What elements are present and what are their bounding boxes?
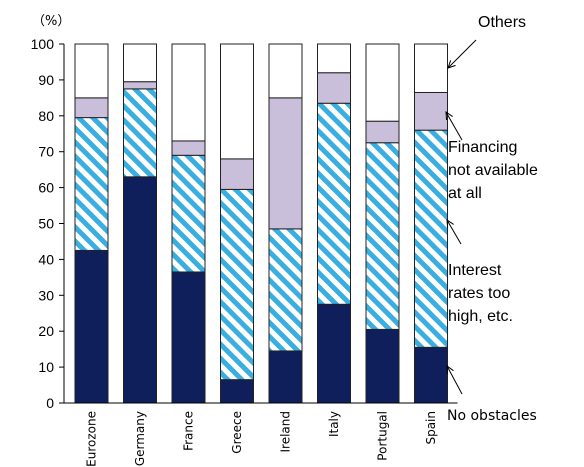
annotation-others: Others [447, 14, 526, 69]
annotation-arrow-head [445, 111, 453, 121]
y-tick-label: 70 [38, 144, 54, 160]
annotation-financing: Financing not available at all [445, 111, 538, 202]
annotation-text: high, etc. [448, 308, 513, 325]
bar-stack-portugal [365, 43, 400, 404]
bar-segment-financing-not-available-at-all [171, 140, 206, 156]
annotation-no-obstacles: No obstacles [446, 364, 537, 424]
y-tick-label: 50 [38, 216, 54, 232]
annotation-text: No obstacles [447, 408, 537, 424]
bar-segment-others [74, 43, 109, 99]
bar-stack-ireland [268, 43, 303, 404]
bar-segment-interest-rates-too-high-etc [317, 102, 351, 305]
bar-segment-no-obstacles [268, 350, 303, 404]
y-tick-label: 60 [38, 180, 54, 196]
bar-segment-interest-rates-too-high-etc [268, 228, 303, 352]
annotation-arrow-line [446, 219, 462, 245]
annotation-arrow-line [447, 39, 477, 69]
bar-segment-no-obstacles [171, 271, 206, 404]
bar-segment-interest-rates-too-high-etc [365, 142, 400, 330]
bar-segment-no-obstacles [74, 249, 109, 404]
y-tick-label: 10 [38, 359, 54, 375]
annotation-arrow-line [446, 365, 463, 395]
bar-segment-others [268, 43, 303, 99]
annotation-text: Others [478, 14, 526, 31]
bar-segment-financing-not-available-at-all [317, 72, 351, 104]
annotation-arrow-head [446, 219, 454, 229]
bar-segment-others [317, 43, 351, 74]
y-unit-label: （%） [32, 14, 70, 29]
bar-segment-financing-not-available-at-all [220, 158, 254, 190]
x-tick-label: Eurozone [85, 411, 99, 467]
annotation-arrow-head [446, 364, 454, 375]
x-tick-label: Greece [230, 411, 244, 454]
bar-segment-financing-not-available-at-all [365, 120, 400, 144]
bar-segment-others [171, 43, 206, 142]
bar-stack-eurozone [74, 43, 109, 404]
y-axis: 0 10 20 30 40 50 60 70 80 90 100 [31, 36, 65, 411]
bar-stack-greece [220, 43, 254, 404]
bar-segment-no-obstacles [365, 328, 400, 404]
bar-segment-financing-not-available-at-all [123, 81, 157, 90]
bar-segment-no-obstacles [123, 176, 157, 404]
x-tick-label: Spain [424, 411, 438, 445]
y-tick-label: 20 [38, 323, 54, 339]
bar-segment-no-obstacles [220, 379, 254, 404]
annotations-group: Others Financing not available at all Intere… [445, 14, 538, 424]
bar-segment-others [414, 43, 448, 93]
bar-segment-no-obstacles [317, 303, 351, 404]
bar-segment-interest-rates-too-high-etc [123, 88, 157, 178]
bar-segment-financing-not-available-at-all [268, 97, 303, 230]
x-axis: Eurozone Germany France Greece Ireland Italy P… [64, 402, 458, 467]
annotation-text: not available [448, 162, 538, 179]
x-tick-label: Germany [133, 411, 147, 466]
annotation-text: rates too [448, 285, 510, 302]
bar-segment-no-obstacles [414, 346, 448, 404]
bar-stack-france [171, 43, 206, 404]
bar-segment-others [220, 43, 254, 160]
bars-group [74, 43, 448, 404]
annotation-arrow-line [445, 111, 463, 141]
bar-stack-germany [123, 43, 157, 404]
bar-stack-italy [317, 43, 351, 404]
bar-segment-interest-rates-too-high-etc [171, 154, 206, 273]
x-tick-label: France [182, 411, 196, 451]
x-tick-label: Ireland [279, 411, 293, 453]
y-tick-label: 40 [38, 251, 54, 267]
bar-segment-interest-rates-too-high-etc [220, 188, 254, 381]
bar-segment-financing-not-available-at-all [74, 97, 109, 119]
x-tick-label: Portugal [376, 411, 390, 461]
y-tick-label: 30 [38, 287, 54, 303]
bar-segment-interest-rates-too-high-etc [74, 117, 109, 251]
y-tick-label: 90 [38, 72, 54, 88]
annotation-text: Financing [448, 139, 517, 156]
bar-segment-others [123, 43, 157, 83]
bar-stack-spain [414, 43, 448, 404]
bar-segment-interest-rates-too-high-etc [414, 129, 448, 348]
annotation-text: Interest [448, 262, 502, 279]
bar-segment-others [365, 43, 400, 122]
x-tick-label: Italy [327, 411, 341, 437]
y-tick-label: 80 [38, 108, 54, 124]
y-tick-label: 0 [46, 395, 54, 411]
annotation-text: at all [448, 185, 482, 202]
annotation-interest: Interest rates too high, etc. [446, 219, 513, 325]
y-tick-label: 100 [31, 36, 55, 52]
annotation-arrow-head [447, 60, 456, 69]
bar-segment-financing-not-available-at-all [414, 91, 448, 131]
